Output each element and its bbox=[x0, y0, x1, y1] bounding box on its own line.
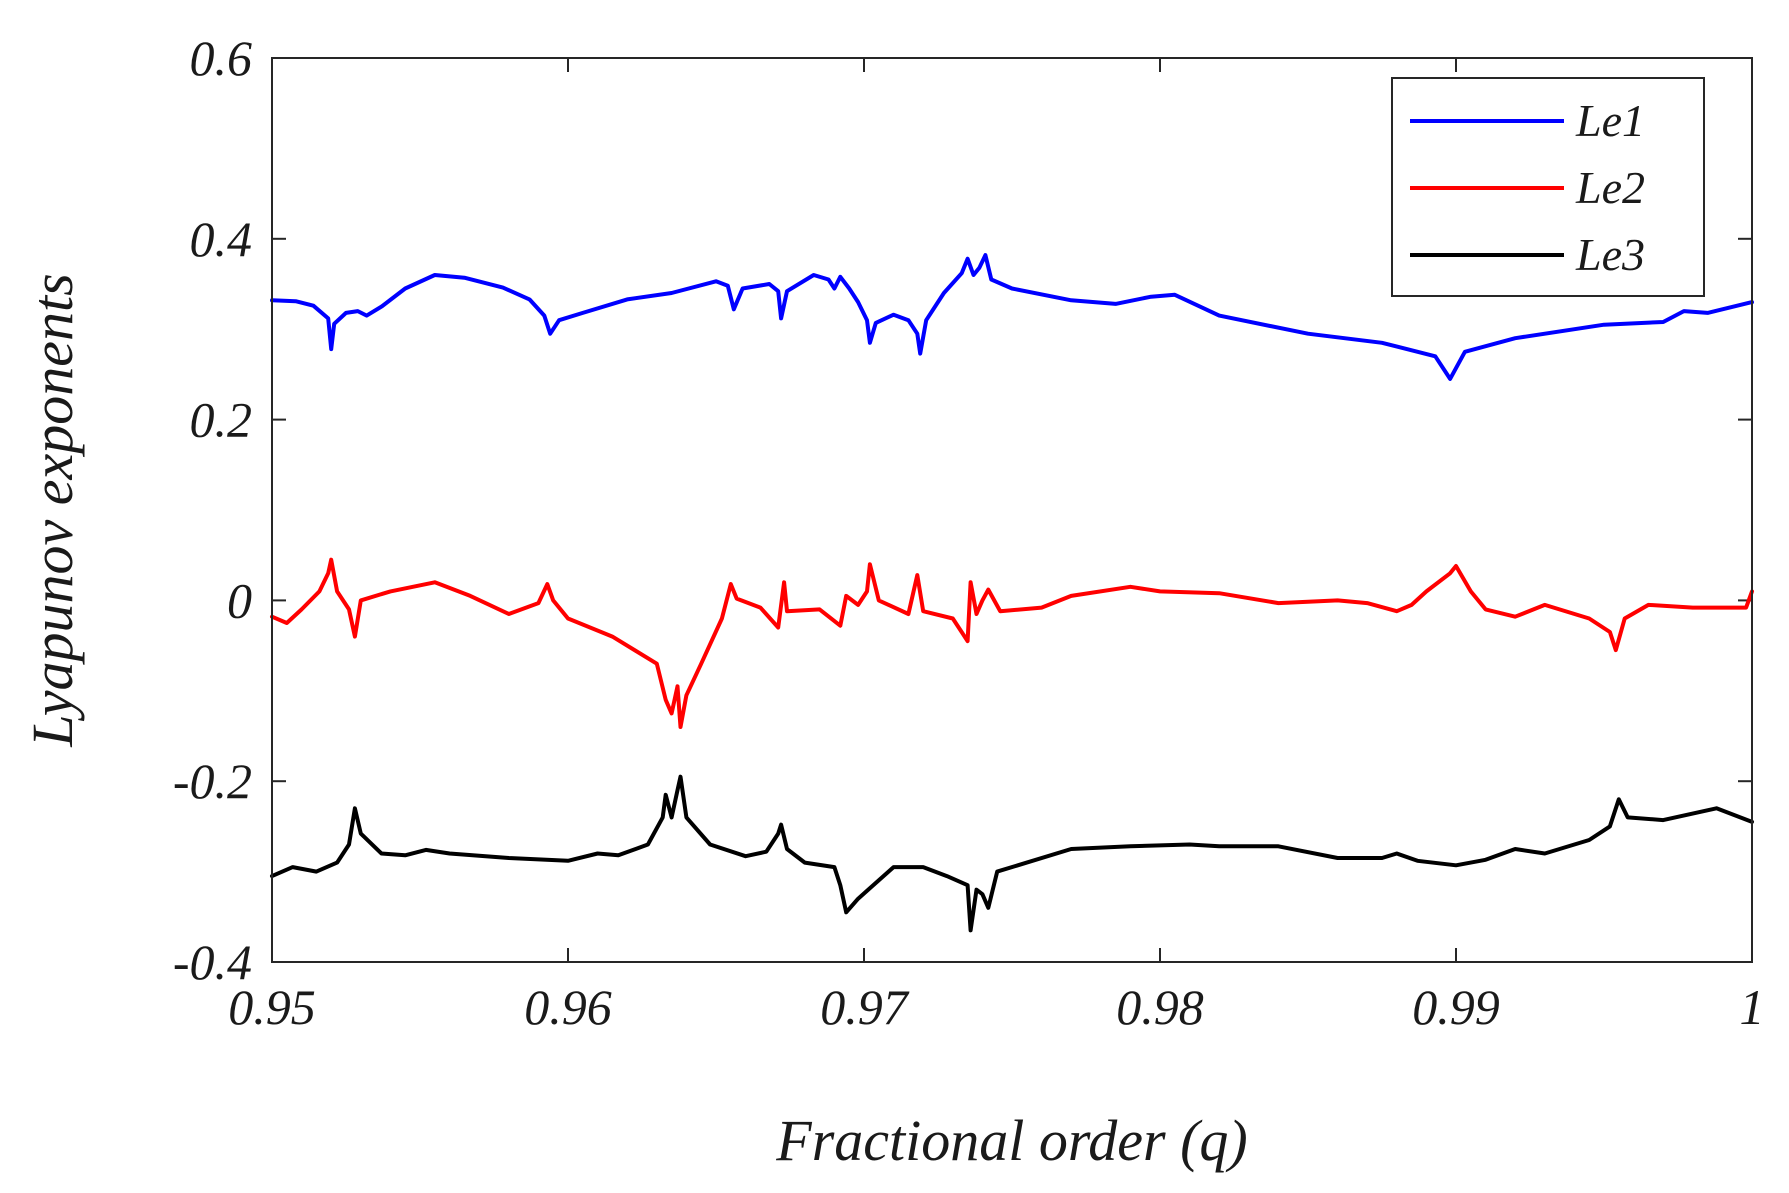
x-tick-label: 1 bbox=[1740, 979, 1765, 1035]
legend-label-le1: Le1 bbox=[1575, 95, 1645, 146]
legend-label-le3: Le3 bbox=[1575, 229, 1645, 280]
y-tick-label: 0 bbox=[227, 572, 252, 628]
series-layer bbox=[270, 253, 1754, 933]
y-axis-title: Lyapunov exponents bbox=[20, 273, 85, 747]
series-line-le3 bbox=[270, 774, 1754, 933]
plot-area-frame bbox=[271, 57, 1753, 963]
x-tick-label: 0.99 bbox=[1412, 979, 1500, 1035]
series-line-le2 bbox=[270, 557, 1754, 729]
x-tick-label: 0.97 bbox=[820, 979, 910, 1035]
y-tick-label: 0.2 bbox=[190, 392, 253, 448]
x-tick-label: 0.95 bbox=[228, 979, 316, 1035]
legend: Le1 Le2 Le3 bbox=[1391, 77, 1705, 297]
tick-labels-layer: 0.95 0.96 0.97 0.98 0.99 1 -0.4 -0.2 0 0.2 0.4 0.6 bbox=[173, 30, 1765, 1035]
legend-label-le2: Le2 bbox=[1575, 162, 1645, 213]
y-tick-label: 0.4 bbox=[190, 211, 253, 267]
y-tick-label: 0.6 bbox=[190, 30, 253, 86]
series-line-le1 bbox=[270, 253, 1754, 381]
x-tick-label: 0.96 bbox=[524, 979, 612, 1035]
x-axis-title: Fractional order (q) bbox=[775, 1108, 1247, 1173]
x-tick-label: 0.98 bbox=[1116, 979, 1204, 1035]
y-tick-label: -0.4 bbox=[173, 934, 252, 990]
y-tick-label: -0.2 bbox=[173, 753, 252, 809]
